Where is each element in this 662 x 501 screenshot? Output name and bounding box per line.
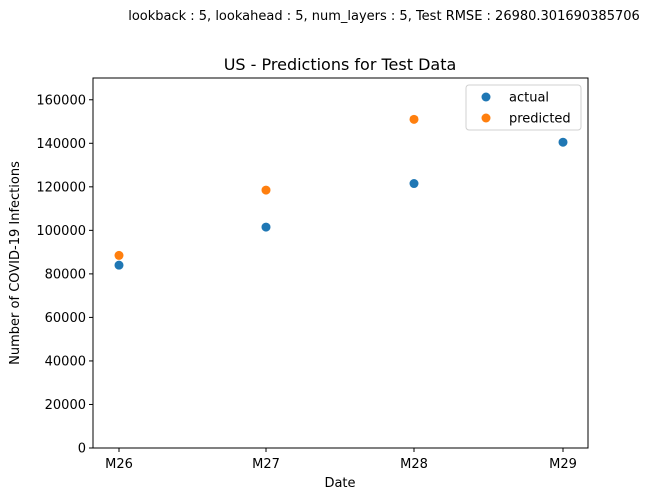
y-tick-label: 40000 — [45, 354, 86, 369]
x-axis-label: Date — [324, 476, 355, 491]
actual-point — [261, 222, 271, 232]
legend: actual predicted — [465, 84, 582, 131]
legend-box — [465, 84, 582, 131]
y-tick-label: 160000 — [36, 93, 86, 108]
legend-label-actual: actual — [509, 91, 549, 106]
predicted-point — [409, 114, 419, 124]
actual-point — [409, 179, 419, 189]
legend-label-predicted: predicted — [509, 112, 571, 127]
x-tick-label: M28 — [400, 457, 428, 472]
y-tick-label: 120000 — [36, 180, 86, 195]
y-tick-label: 60000 — [45, 311, 86, 326]
y-tick-label: 20000 — [45, 398, 86, 413]
y-axis: 0 20000 40000 60000 80000 100000 120000 140000 1… — [36, 93, 93, 457]
actual-point — [558, 137, 568, 147]
y-tick-label: 0 — [78, 442, 86, 457]
x-tick-label: M27 — [252, 457, 280, 472]
actual-point — [114, 260, 124, 270]
x-tick-label: M26 — [105, 457, 133, 472]
x-axis: M26 M27 M28 M29 — [105, 448, 577, 472]
legend-marker-actual — [481, 92, 491, 102]
predicted-point — [114, 250, 124, 260]
data-points — [114, 114, 568, 270]
y-tick-label: 100000 — [36, 224, 86, 239]
y-tick-label: 140000 — [36, 137, 86, 152]
legend-marker-predicted — [481, 113, 491, 123]
y-axis-label: Number of COVID-19 Infections — [8, 161, 23, 365]
x-tick-label: M29 — [549, 457, 577, 472]
predicted-point — [261, 185, 271, 195]
plot-area — [92, 77, 589, 449]
chart-title: US - Predictions for Test Data — [224, 55, 457, 74]
chart-suptitle: lookback : 5, lookahead : 5, num_layers … — [128, 9, 640, 24]
y-tick-label: 80000 — [45, 267, 86, 282]
